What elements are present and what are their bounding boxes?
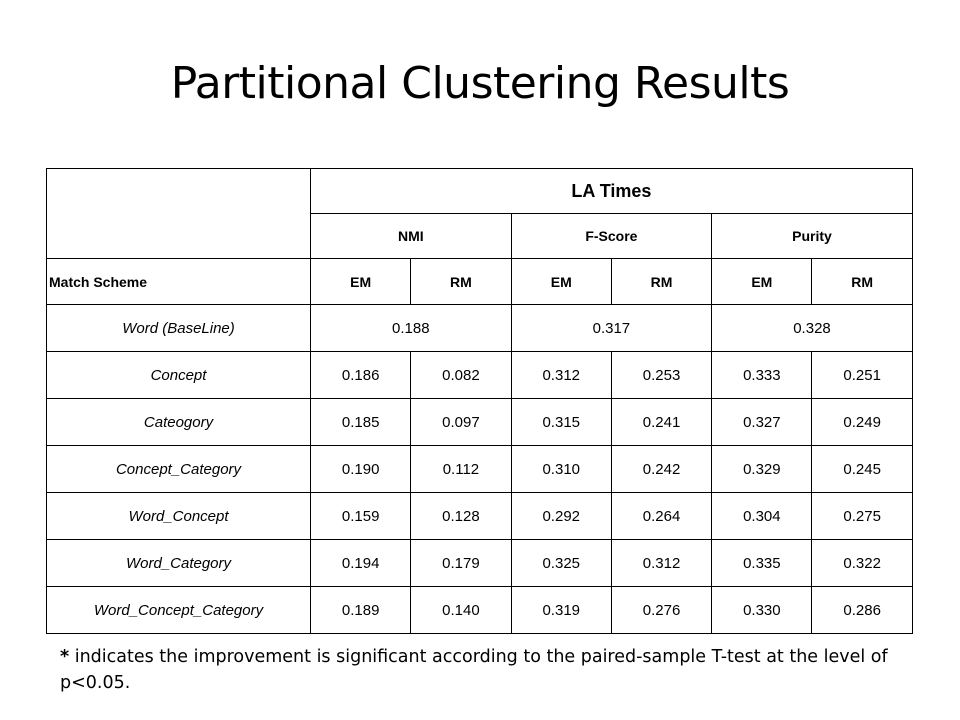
slide-title: Partitional Clustering Results — [170, 58, 790, 109]
significance-marker: * — [60, 647, 70, 667]
value-cell: 0.185 — [309, 398, 412, 446]
subcolumn-header: RM — [610, 258, 713, 305]
value-cell: 0.251 — [811, 351, 913, 399]
value-cell: 0.327 — [711, 398, 813, 446]
row-label: Cateogory — [46, 398, 311, 446]
value-cell: 0.325 — [510, 539, 612, 587]
value-cell: 0.159 — [309, 492, 412, 540]
value-cell: 0.242 — [610, 445, 713, 493]
value-cell: 0.189 — [309, 586, 412, 634]
row-label: Word_Concept_Category — [46, 586, 311, 634]
value-cell: 0.194 — [309, 539, 412, 587]
table-row: Cateogory 0.185 0.097 0.315 0.241 0.327 0.249 — [46, 398, 913, 446]
significance-note-text: indicates the improvement is significant… — [60, 647, 888, 693]
value-cell: 0.333 — [711, 351, 813, 399]
subcolumn-header: EM — [309, 258, 412, 305]
table-row-baseline: Word (BaseLine) 0.188 0.317 0.328 — [46, 304, 913, 352]
value-cell: 0.276 — [610, 586, 713, 634]
value-cell: 0.329 — [711, 445, 813, 493]
value-cell: 0.286 — [811, 586, 913, 634]
value-cell: 0.319 — [510, 586, 612, 634]
subcolumn-header: EM — [510, 258, 612, 305]
row-label: Word (BaseLine) — [46, 304, 311, 352]
value-cell: 0.304 — [711, 492, 813, 540]
value-cell: 0.315 — [510, 398, 612, 446]
value-cell: 0.190 — [309, 445, 412, 493]
value-cell: 0.312 — [510, 351, 612, 399]
value-cell: 0.179 — [410, 539, 512, 587]
group-header: LA Times — [310, 168, 913, 214]
value-cell: 0.245 — [811, 445, 913, 493]
metric-header-fscore: F-Score — [510, 213, 713, 259]
value-cell: 0.275 — [811, 492, 913, 540]
row-label: Concept — [46, 351, 311, 399]
results-table: LA Times NMI F-Score Purity Match Scheme… — [46, 168, 913, 634]
value-cell: 0.249 — [811, 398, 913, 446]
value-cell: 0.097 — [410, 398, 512, 446]
value-cell: 0.253 — [610, 351, 713, 399]
significance-note: * indicates the improvement is significa… — [60, 644, 930, 696]
table-row: Word_Concept_Category 0.189 0.140 0.319 0.27… — [46, 586, 913, 634]
row-label: Concept_Category — [46, 445, 311, 493]
value-cell: 0.330 — [711, 586, 813, 634]
value-cell: 0.082 — [410, 351, 512, 399]
value-cell: 0.335 — [711, 539, 813, 587]
table-row: Word_Category 0.194 0.179 0.325 0.312 0.335 0.… — [46, 539, 913, 587]
value-cell: 0.241 — [610, 398, 713, 446]
value-cell: 0.322 — [811, 539, 913, 587]
baseline-fscore-cell: 0.317 — [510, 304, 713, 352]
row-label: Word_Concept — [46, 492, 311, 540]
baseline-purity-cell: 0.328 — [711, 304, 913, 352]
table-row: Concept_Category 0.190 0.112 0.310 0.242 0.32… — [46, 445, 913, 493]
value-cell: 0.312 — [610, 539, 713, 587]
value-cell: 0.186 — [309, 351, 412, 399]
row-label: Word_Category — [46, 539, 311, 587]
value-cell: 0.310 — [510, 445, 612, 493]
corner-cell — [46, 168, 311, 259]
metric-header-nmi: NMI — [310, 213, 512, 259]
value-cell: 0.128 — [410, 492, 512, 540]
baseline-nmi-cell: 0.188 — [310, 304, 512, 352]
metric-header-purity: Purity — [711, 213, 913, 259]
match-scheme-header: Match Scheme — [46, 258, 311, 305]
value-cell: 0.112 — [410, 445, 512, 493]
value-cell: 0.264 — [610, 492, 713, 540]
value-cell: 0.140 — [410, 586, 512, 634]
subcolumn-header: RM — [410, 258, 512, 305]
subcolumn-header: EM — [711, 258, 813, 305]
value-cell: 0.292 — [510, 492, 612, 540]
table-row: Concept 0.186 0.082 0.312 0.253 0.333 0.251 — [46, 351, 913, 399]
table-row: Word_Concept 0.159 0.128 0.292 0.264 0.304 0.2… — [46, 492, 913, 540]
subcolumn-header: RM — [811, 258, 913, 305]
